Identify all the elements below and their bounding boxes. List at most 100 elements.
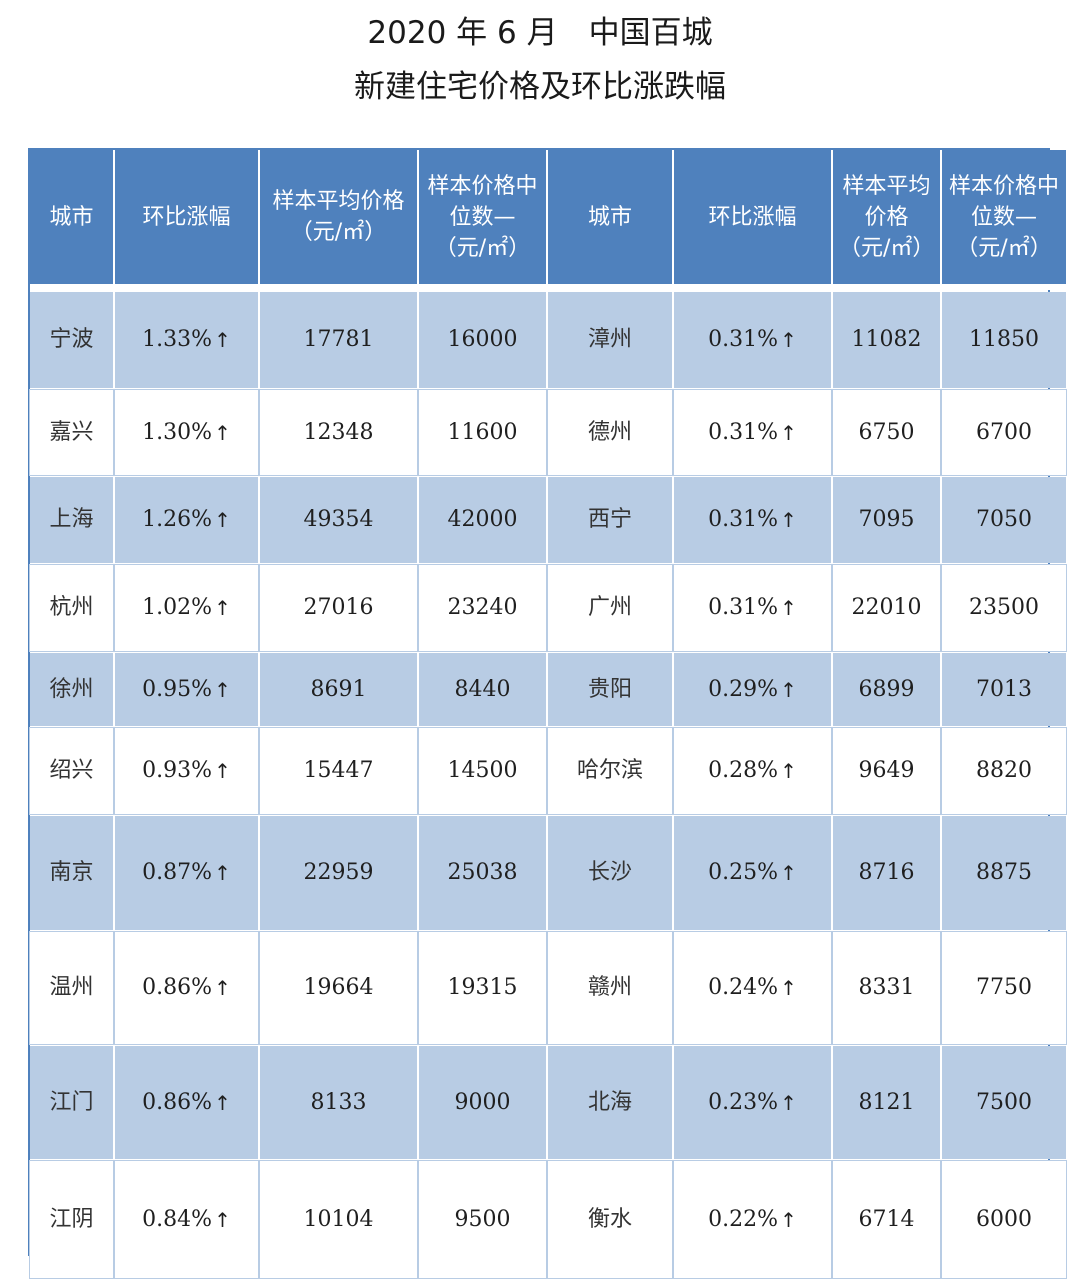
table-cell-mom-change: 0.86% ↑ bbox=[114, 931, 259, 1045]
table-cell-median-price-right: 8820 bbox=[941, 727, 1067, 815]
table-cell-city-right: 广州 bbox=[547, 564, 673, 652]
cell-value: 长沙 bbox=[587, 860, 632, 885]
table-cell-median-price: 16000 bbox=[419, 292, 546, 388]
cell-value: 1.30% bbox=[142, 419, 213, 445]
table-cell-avg-price-right: 8331 bbox=[832, 931, 941, 1045]
table-cell-city: 绍兴 bbox=[29, 727, 114, 815]
table-cell-median-price-right: 7750 bbox=[941, 931, 1067, 1045]
table-cell-mom-change-right: 0.22% ↑ bbox=[673, 1160, 832, 1279]
cell-value: 0.87% bbox=[142, 860, 213, 885]
page-subtitle: 新建住宅价格及环比涨跌幅 bbox=[354, 69, 726, 105]
cell-value: 0.84% bbox=[142, 1206, 213, 1232]
header-mom-change-right: 环比涨幅 bbox=[674, 150, 831, 290]
cell-value: 衡水 bbox=[587, 1206, 632, 1232]
cell-value: 8716 bbox=[858, 860, 915, 885]
cell-value: 0.25% bbox=[708, 860, 779, 885]
table-cell-city-right: 长沙 bbox=[548, 816, 672, 930]
table-cell-avg-price-right: 7095 bbox=[833, 477, 940, 563]
up-arrow-icon: ↑ bbox=[780, 596, 797, 620]
cell-value: 6000 bbox=[976, 1206, 1032, 1232]
cell-value: 8121 bbox=[858, 1089, 915, 1115]
table-cell-median-price: 19315 bbox=[418, 931, 547, 1045]
table-cell-mom-change-right: 0.29% ↑ bbox=[674, 653, 831, 726]
table-cell-median-price: 8440 bbox=[419, 653, 546, 726]
cell-value: 1.26% bbox=[142, 507, 213, 532]
up-arrow-icon: ↑ bbox=[214, 1090, 231, 1115]
table-cell-mom-change-right: 0.31% ↑ bbox=[673, 389, 832, 476]
cell-value: 8691 bbox=[310, 676, 367, 702]
cell-value: 8133 bbox=[310, 1089, 367, 1115]
up-arrow-icon: ↑ bbox=[214, 759, 231, 783]
cell-value: 27016 bbox=[303, 595, 374, 620]
table-cell-city-right: 贵阳 bbox=[548, 653, 672, 726]
table-cell-mom-change-right: 0.31% ↑ bbox=[674, 477, 831, 563]
cell-value: 8875 bbox=[976, 860, 1032, 885]
header-avg-price: 样本平均价格（元/㎡） bbox=[260, 150, 417, 290]
table-cell-avg-price-right: 9649 bbox=[832, 727, 941, 815]
cell-value: 7013 bbox=[976, 676, 1032, 702]
up-arrow-icon: ↑ bbox=[780, 420, 797, 445]
cell-value: 7500 bbox=[976, 1089, 1032, 1115]
table-cell-avg-price-right: 8716 bbox=[833, 816, 940, 930]
table-cell-city: 上海 bbox=[30, 477, 113, 563]
up-arrow-icon: ↑ bbox=[214, 508, 231, 532]
cell-value: 23500 bbox=[969, 595, 1039, 620]
cell-value: 0.31% bbox=[708, 419, 779, 445]
table-cell-avg-price: 8133 bbox=[260, 1046, 417, 1159]
table-cell-city-right: 赣州 bbox=[547, 931, 673, 1045]
up-arrow-icon: ↑ bbox=[780, 861, 797, 885]
cell-value: 9000 bbox=[454, 1089, 511, 1115]
cell-value: 19315 bbox=[447, 975, 518, 1000]
cell-value: 杭州 bbox=[49, 595, 94, 620]
header-city-right: 城市 bbox=[548, 150, 672, 290]
cell-value: 0.24% bbox=[708, 975, 779, 1000]
cell-value: 0.31% bbox=[708, 507, 779, 532]
cell-value: 7750 bbox=[976, 975, 1032, 1000]
table-cell-avg-price: 15447 bbox=[259, 727, 418, 815]
cell-value: 贵阳 bbox=[587, 676, 632, 702]
cell-value: 15447 bbox=[303, 758, 374, 783]
up-arrow-icon: ↑ bbox=[780, 1090, 797, 1115]
table-cell-avg-price: 10104 bbox=[259, 1160, 418, 1279]
cell-value: 8440 bbox=[454, 676, 511, 702]
cell-value: 6714 bbox=[858, 1206, 915, 1232]
cell-value: 17781 bbox=[303, 327, 374, 352]
cell-value: 西宁 bbox=[587, 507, 632, 532]
page-title: 2020 年 6 月 中国百城 bbox=[367, 15, 713, 51]
cell-value: 0.31% bbox=[708, 327, 779, 352]
up-arrow-icon: ↑ bbox=[214, 420, 231, 445]
table-cell-avg-price: 22959 bbox=[260, 816, 417, 930]
cell-value: 温州 bbox=[49, 975, 94, 1000]
table-cell-median-price-right: 8875 bbox=[942, 816, 1066, 930]
cell-value: 宁波 bbox=[49, 327, 94, 352]
table-cell-city-right: 漳州 bbox=[548, 292, 672, 388]
cell-value: 6899 bbox=[858, 676, 915, 702]
cell-value: 19664 bbox=[303, 975, 374, 1000]
cell-value: 16000 bbox=[447, 327, 518, 352]
table-cell-median-price: 9500 bbox=[418, 1160, 547, 1279]
table-cell-mom-change: 1.02% ↑ bbox=[114, 564, 259, 652]
table-cell-median-price: 11600 bbox=[418, 389, 547, 476]
cell-value: 8820 bbox=[976, 758, 1032, 783]
table-cell-median-price: 23240 bbox=[418, 564, 547, 652]
cell-value: 49354 bbox=[303, 507, 374, 532]
table-cell-median-price-right: 7013 bbox=[942, 653, 1066, 726]
up-arrow-icon: ↑ bbox=[214, 976, 231, 1000]
table-cell-avg-price-right: 11082 bbox=[833, 292, 940, 388]
table-cell-avg-price-right: 8121 bbox=[833, 1046, 940, 1159]
up-arrow-icon: ↑ bbox=[214, 861, 231, 885]
cell-value: 22010 bbox=[851, 595, 922, 620]
table-cell-mom-change: 0.84% ↑ bbox=[114, 1160, 259, 1279]
cell-value: 0.95% bbox=[142, 676, 213, 702]
header-median-price: 样本价格中位数—（元/㎡） bbox=[419, 150, 546, 290]
cell-value: 11082 bbox=[851, 327, 922, 352]
table-cell-mom-change: 0.86% ↑ bbox=[115, 1046, 258, 1159]
cell-value: 10104 bbox=[303, 1206, 374, 1232]
cell-value: 嘉兴 bbox=[49, 419, 94, 445]
cell-value: 赣州 bbox=[587, 975, 632, 1000]
cell-value: 徐州 bbox=[49, 676, 94, 702]
table-cell-median-price-right: 6000 bbox=[941, 1160, 1067, 1279]
cell-value: 上海 bbox=[49, 507, 94, 532]
table-cell-city: 宁波 bbox=[30, 292, 113, 388]
up-arrow-icon: ↑ bbox=[214, 677, 231, 702]
